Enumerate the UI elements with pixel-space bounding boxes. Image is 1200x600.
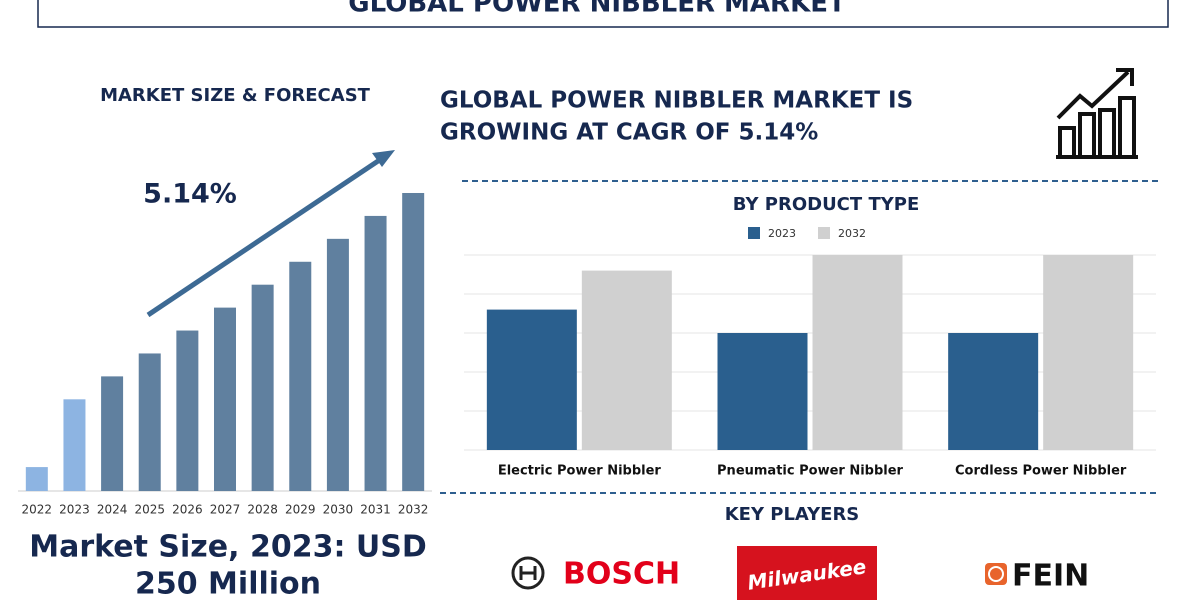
logo-icon (988, 566, 1004, 582)
bar (289, 261, 312, 491)
logo-text: FEIN (1012, 559, 1089, 594)
x-tick-label: 2024 (97, 503, 128, 517)
logo-icon (511, 556, 545, 590)
milwaukee-logo: Milwaukee (737, 546, 877, 600)
bar (402, 192, 425, 491)
x-tick-label: 2026 (172, 503, 203, 517)
title-box (37, 0, 1169, 28)
legend-swatch (818, 227, 830, 239)
headline: GLOBAL POWER NIBBLER MARKET IS (440, 88, 913, 114)
bar (326, 238, 349, 491)
fein-logo: FEIN (985, 559, 1089, 594)
x-tick-label: 2029 (285, 503, 316, 517)
legend-swatch (748, 227, 760, 239)
arrow-head (372, 150, 395, 167)
logo-text: BOSCH (563, 557, 680, 592)
legend-label: 2032 (838, 227, 866, 240)
x-tick-label: Electric Power Nibbler (498, 464, 662, 479)
bar (486, 309, 577, 450)
x-tick-label: 2031 (360, 503, 391, 517)
bar (101, 376, 124, 491)
market-size: Market Size, 2023: USD (29, 530, 427, 565)
growth-icon (1056, 68, 1138, 159)
chart-title: BY PRODUCT TYPE (733, 194, 920, 215)
bar (251, 284, 274, 491)
bar (948, 333, 1039, 450)
bar (138, 353, 161, 491)
bar (364, 215, 387, 492)
legend-label: 2023 (768, 227, 796, 240)
bar (25, 467, 48, 491)
x-tick-label: Cordless Power Nibbler (955, 464, 1127, 479)
bar (812, 255, 903, 450)
page-title: GLOBAL POWER NIBBLER MARKET (348, 0, 846, 19)
x-tick-label: 2025 (134, 503, 165, 517)
bosch-logo: BOSCH (511, 556, 680, 592)
bar (63, 399, 86, 491)
logo-icon (519, 566, 537, 580)
x-tick-label: 2022 (22, 503, 53, 517)
x-tick-label: 2032 (398, 503, 429, 517)
key-players-title: KEY PLAYERS (725, 504, 860, 525)
x-tick-label: 2027 (210, 503, 241, 517)
market-size: 250 Million (135, 567, 321, 600)
growth-arrow (146, 154, 386, 318)
left-heading: MARKET SIZE & FORECAST (100, 85, 371, 106)
bar (717, 333, 808, 450)
bar (1043, 255, 1134, 450)
x-tick-label: 2028 (247, 503, 278, 517)
bar (214, 307, 236, 491)
cagr-label: 5.14% (143, 179, 237, 210)
x-tick-label: 2023 (59, 503, 90, 517)
bar (176, 330, 199, 491)
headline: GROWING AT CAGR OF 5.14% (440, 120, 818, 146)
x-tick-label: 2030 (323, 503, 354, 517)
x-tick-label: Pneumatic Power Nibbler (717, 464, 904, 479)
bar (581, 270, 672, 450)
logo-box (737, 546, 877, 600)
